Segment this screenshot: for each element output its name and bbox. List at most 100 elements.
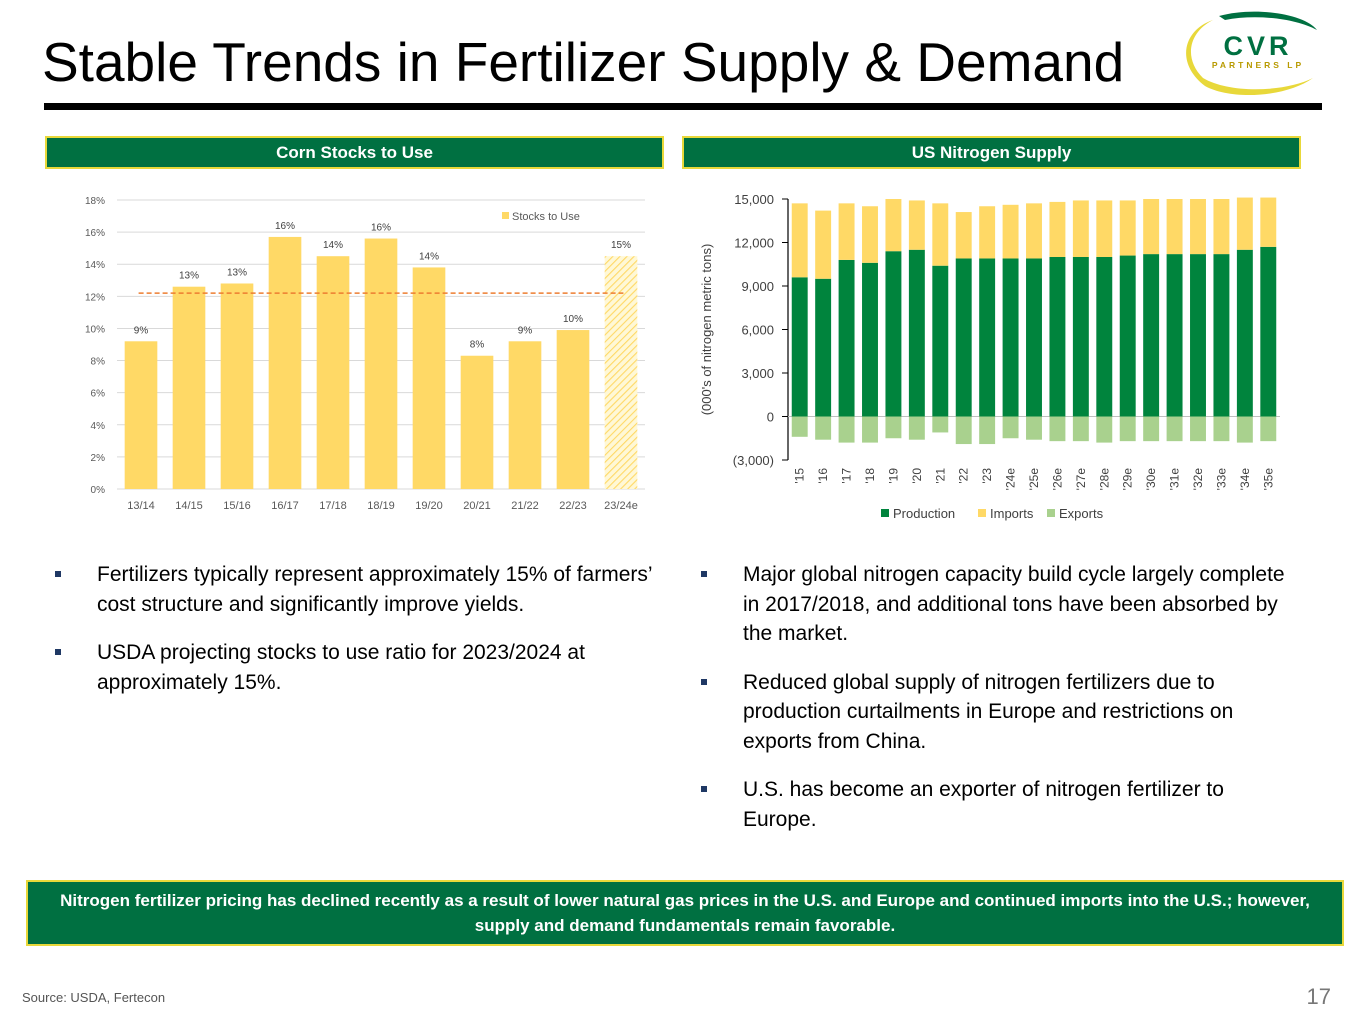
legend-swatch <box>978 509 986 517</box>
x-tick-label: 15/16 <box>223 500 251 512</box>
bar-segment-imports <box>1213 199 1230 255</box>
x-tick-label: '29e <box>1121 468 1135 491</box>
bar-segment-production <box>1002 258 1019 417</box>
left-bullets: Fertilizers typically represent approxim… <box>55 560 675 716</box>
x-tick-label: '35e <box>1261 468 1275 491</box>
bar-segment-production <box>908 249 925 417</box>
x-tick-label: '30e <box>1144 468 1158 491</box>
bullet-marker <box>701 571 707 577</box>
bar-segment-imports <box>1143 199 1160 255</box>
bar-segment-imports <box>1026 203 1042 259</box>
x-tick-label: '19 <box>886 468 900 484</box>
bullet-text: Reduced global supply of nitrogen fertil… <box>743 670 1234 753</box>
bar-segment-exports <box>1072 416 1089 442</box>
x-tick-label: '15 <box>793 468 807 484</box>
bar-segment-production <box>1260 246 1277 417</box>
bar-segment-production <box>838 259 855 417</box>
bar-segment-imports <box>1096 200 1113 257</box>
bar-segment-exports <box>885 416 902 439</box>
corn-stocks-header: Corn Stocks to Use <box>45 136 664 169</box>
bullet-item: Major global nitrogen capacity build cyc… <box>701 560 1291 649</box>
bar-segment-production <box>1213 254 1230 417</box>
source-note: Source: USDA, Fertecon <box>22 990 166 1005</box>
x-tick-label: '27e <box>1074 468 1088 491</box>
bar <box>268 236 302 489</box>
bar <box>412 267 446 489</box>
logo-sub-text: PARTNERS LP <box>1212 60 1304 70</box>
legend-label: Exports <box>1059 506 1104 521</box>
y-tick-label: 9,000 <box>741 279 774 294</box>
data-label: 16% <box>371 223 391 234</box>
bullet-text: Major global nitrogen capacity build cyc… <box>743 563 1285 645</box>
bar <box>604 256 638 489</box>
bar-segment-exports <box>1236 416 1253 443</box>
bar-segment-production <box>1143 254 1160 417</box>
y-tick-label: 6% <box>91 389 106 400</box>
bar-segment-production <box>932 265 949 417</box>
bullet-text: U.S. has become an exporter of nitrogen … <box>743 778 1224 831</box>
bullet-text: USDA projecting stocks to use ratio for … <box>97 641 585 694</box>
bar-segment-imports <box>979 206 996 259</box>
bar-segment-production <box>955 258 972 417</box>
data-label: 15% <box>611 240 631 251</box>
data-label: 13% <box>227 267 247 278</box>
y-tick-label: 14% <box>85 260 105 271</box>
bar <box>172 286 206 489</box>
bar-segment-exports <box>932 416 949 433</box>
y-tick-label: 0 <box>767 410 774 425</box>
data-label: 10% <box>563 314 583 325</box>
bar <box>508 341 542 489</box>
bar <box>316 256 350 489</box>
bar-segment-exports <box>1166 416 1183 442</box>
x-tick-label: '18 <box>863 468 877 484</box>
y-tick-label: 2% <box>91 453 106 464</box>
corn-stocks-chart: 0% 2% 4% 6% 8% 10% 12% 14% 16% 18% 9% 13/14 13% 14/15… <box>85 196 645 512</box>
bar-segment-production <box>1096 257 1113 417</box>
legend-label: Imports <box>990 506 1034 521</box>
data-label: 14% <box>323 240 343 251</box>
y-tick-label: 12% <box>85 292 105 303</box>
data-label: 14% <box>419 251 439 262</box>
bar-segment-production <box>1119 255 1136 417</box>
y-tick-label: 10% <box>85 324 105 335</box>
bar-segment-imports <box>1166 199 1183 255</box>
x-tick-label: '28e <box>1097 468 1111 491</box>
bar-segment-production <box>1236 249 1253 417</box>
bar-segment-exports <box>791 416 808 437</box>
x-tick-label: '34e <box>1238 468 1252 491</box>
bar-segment-imports <box>1190 199 1206 255</box>
bar-segment-production <box>1026 258 1042 417</box>
nitrogen-supply-chart: (3,000) 0 3,000 6,000 9,000 12,000 15,000 '15 '1… <box>699 192 1280 521</box>
legend-label: Stocks to Use <box>512 211 580 223</box>
bullet-text: Fertilizers typically represent approxim… <box>97 563 652 616</box>
bullet-item: USDA projecting stocks to use ratio for … <box>55 638 675 697</box>
legend-swatch <box>1047 509 1055 517</box>
bar-segment-imports <box>791 203 808 278</box>
x-tick-label: '32e <box>1191 468 1205 491</box>
y-tick-label: 18% <box>85 196 105 207</box>
x-tick-label: 21/22 <box>511 500 539 512</box>
bar-segment-exports <box>1026 416 1042 440</box>
y-axis-label: (000's of nitrogen metric tons) <box>699 244 714 416</box>
data-label: 16% <box>275 221 295 232</box>
bar-segment-exports <box>979 416 996 445</box>
bar-segment-exports <box>1213 416 1230 442</box>
x-tick-label: '33e <box>1214 468 1228 491</box>
bullet-item: Reduced global supply of nitrogen fertil… <box>701 668 1291 757</box>
bar-segment-exports <box>1049 416 1066 442</box>
data-label: 9% <box>518 325 533 336</box>
cvr-partners-logo: CVR PARTNERS LP <box>1186 11 1317 96</box>
legend-swatch <box>881 509 889 517</box>
y-tick-label: 16% <box>85 228 105 239</box>
bar-segment-imports <box>932 203 949 266</box>
x-tick-label: '24e <box>1004 468 1018 491</box>
page-title: Stable Trends in Fertilizer Supply & Dem… <box>42 31 1125 93</box>
title-rule <box>44 103 1322 110</box>
data-label: 8% <box>470 340 485 351</box>
bullet-item: Fertilizers typically represent approxim… <box>55 560 675 619</box>
bar-segment-imports <box>955 212 972 259</box>
x-tick-label: 20/21 <box>463 500 491 512</box>
bar-segment-production <box>791 277 808 417</box>
bar <box>124 341 158 489</box>
bar-segment-imports <box>1072 200 1089 257</box>
